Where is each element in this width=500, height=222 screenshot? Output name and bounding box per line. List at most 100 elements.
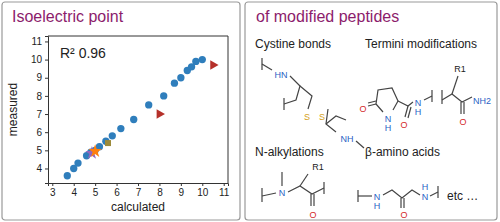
bond (262, 193, 276, 196)
right-panel (245, 2, 497, 220)
tick: 3 (50, 183, 56, 198)
bond (281, 172, 282, 186)
tick-label: 10 (31, 54, 43, 65)
tick-label: 5 (36, 145, 42, 156)
tick: 5 (36, 145, 48, 156)
frame-top (48, 36, 228, 37)
bond (356, 141, 364, 148)
atom-label: S (319, 112, 325, 122)
tick-label: 7 (136, 187, 142, 198)
atom-label: R1 (312, 162, 324, 172)
point (192, 58, 199, 65)
tick-mark (138, 183, 139, 186)
bond (368, 101, 376, 103)
x-axis: 34567891011 (49, 183, 230, 198)
tick-label: 11 (32, 36, 43, 47)
atom-label: O (459, 117, 466, 127)
tick-label: 7 (36, 109, 42, 120)
bond (442, 94, 472, 102)
bond (437, 186, 438, 198)
atom-label: HN (275, 70, 288, 80)
atom-label: R1 (454, 64, 466, 74)
tick: 5 (93, 183, 99, 198)
bond (358, 195, 372, 196)
atom-label: O (400, 120, 407, 130)
atom-label: O (309, 210, 316, 220)
tick: 6 (114, 183, 120, 198)
tick: 7 (136, 183, 142, 198)
tick-mark (45, 132, 48, 133)
bond (261, 58, 262, 70)
tick-label: 4 (36, 163, 42, 174)
frame-right (228, 36, 229, 183)
tick-label: 8 (36, 91, 42, 102)
bond (383, 190, 420, 198)
bond (310, 194, 311, 206)
tick-mark (45, 150, 48, 151)
tick-mark (45, 168, 48, 169)
structure-title: Termini modifications (365, 37, 477, 51)
tick-mark (224, 183, 225, 186)
tick-mark (181, 183, 182, 186)
structure: N-alkylations N R1 O (255, 145, 324, 220)
tick-label: 11 (219, 187, 230, 198)
tick: 8 (157, 183, 163, 198)
plot-area (64, 56, 219, 179)
bond (452, 76, 458, 94)
tick: 6 (36, 127, 48, 138)
point (109, 132, 116, 139)
tick-label: 5 (93, 187, 99, 198)
atom-label: H (422, 182, 429, 192)
panel-title: of modified peptides (256, 8, 399, 25)
axis-line (49, 184, 229, 187)
series (64, 56, 206, 179)
point (145, 101, 152, 108)
tick-mark (45, 41, 48, 42)
figure: Isoelectric point345678910114567891011ca… (0, 0, 500, 222)
tick-label: 6 (36, 127, 42, 138)
bond (288, 186, 324, 194)
bond (398, 101, 413, 106)
tick-label: 9 (36, 72, 42, 83)
x-axis-title: calculated (111, 200, 165, 214)
structure-title: Cystine bonds (255, 37, 331, 51)
structure-title: β-amino acids (365, 145, 440, 159)
bond (261, 188, 262, 202)
atom-label: H (415, 107, 422, 117)
bond (408, 107, 411, 118)
tick-mark (45, 78, 48, 79)
tick: 11 (219, 183, 230, 198)
bond (430, 192, 438, 196)
structure: Cystine bondsHNSSNH (255, 37, 364, 148)
tick-mark (45, 114, 48, 115)
atom-label: N (279, 188, 286, 198)
tick-mark (159, 183, 160, 186)
atom-label: N (422, 192, 429, 202)
tick-label: 4 (71, 187, 77, 198)
atom-label: NH2 (473, 96, 491, 106)
bond (460, 102, 461, 114)
bond (368, 104, 376, 106)
bond (376, 88, 398, 112)
series (157, 60, 219, 119)
tick-mark (95, 183, 96, 186)
point (160, 92, 167, 99)
bond (300, 174, 308, 186)
structure: Termini modificationsONHONHR1NH2O (359, 37, 491, 133)
tick: 4 (71, 183, 77, 198)
structure-title: N-alkylations (255, 145, 324, 159)
tick: 9 (179, 183, 185, 198)
point (210, 60, 218, 70)
atom-label: H (374, 201, 381, 211)
left-panel (2, 2, 240, 220)
point (130, 116, 137, 123)
tick: 8 (36, 91, 48, 102)
tick-label: 8 (157, 187, 163, 198)
bond (424, 96, 432, 100)
structure: β-amino acidsNHNHO (358, 145, 440, 220)
tick-label: 3 (50, 187, 56, 198)
atom-label: H (385, 123, 392, 133)
bond (313, 194, 314, 206)
atom-label: O (400, 210, 407, 220)
bond (300, 86, 312, 109)
